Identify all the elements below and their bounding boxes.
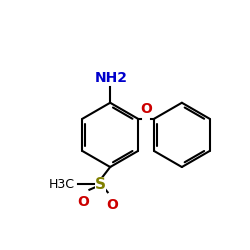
Text: NH2: NH2 — [95, 72, 128, 86]
Text: H3C: H3C — [48, 178, 74, 191]
Text: O: O — [107, 198, 118, 212]
Text: O: O — [140, 102, 152, 116]
Text: S: S — [95, 177, 106, 192]
Text: O: O — [77, 196, 89, 209]
